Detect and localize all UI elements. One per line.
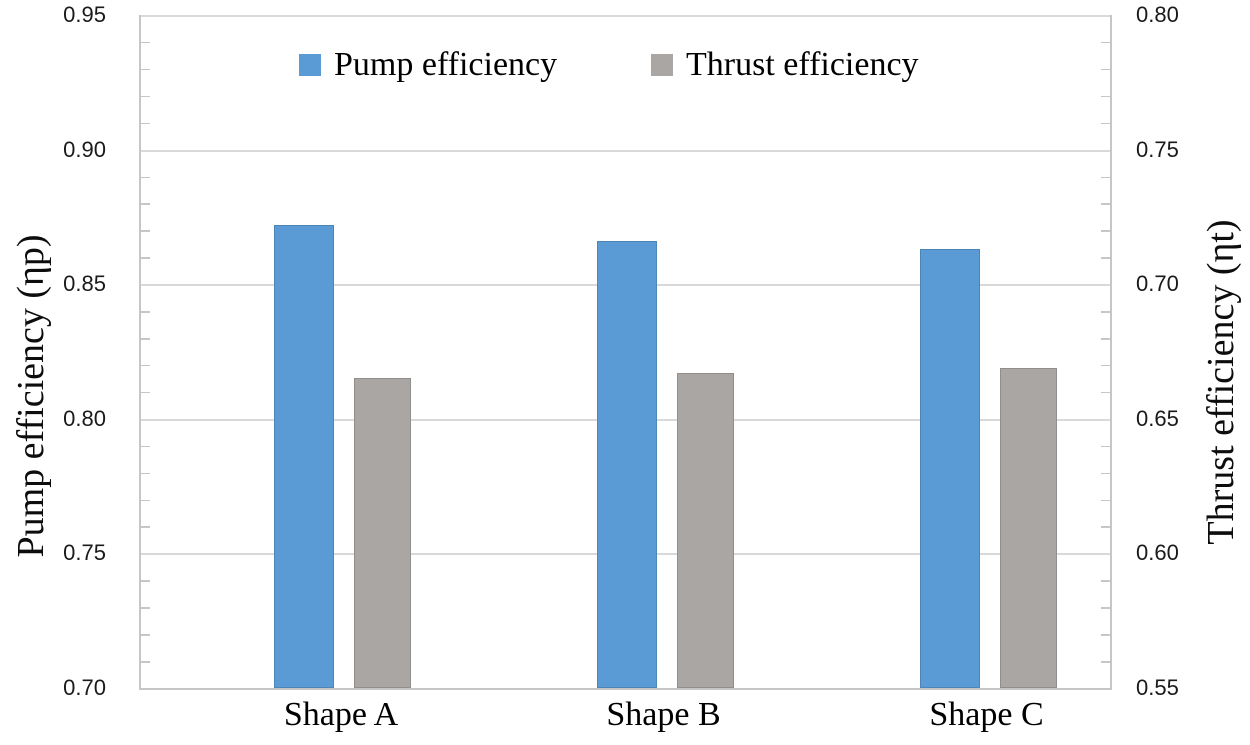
left-axis-minor-tick — [141, 661, 150, 663]
right-axis-minor-tick — [1101, 311, 1110, 313]
left-tick-0-75: 0.75 — [63, 540, 106, 566]
bar-thrust-efficiency-shape-a — [354, 378, 411, 688]
legend-item-pump-efficiency: Pump efficiency — [299, 48, 557, 82]
legend-label-pump: Pump efficiency — [334, 46, 558, 83]
gridline — [141, 149, 1110, 152]
right-axis-minor-tick — [1101, 499, 1110, 502]
right-axis-title: Thrust efficiency (ηt) — [1200, 219, 1242, 545]
right-tick-0-55: 0.55 — [1136, 675, 1179, 700]
left-axis-minor-tick — [141, 68, 150, 71]
left-axis-minor-tick — [141, 257, 150, 259]
left-axis-minor-tick — [141, 176, 150, 179]
left-axis-minor-tick — [141, 634, 150, 636]
right-axis-minor-tick — [1101, 257, 1110, 259]
right-axis-minor-tick — [1101, 526, 1110, 528]
left-axis-minor-tick — [141, 526, 150, 528]
bar-pump-efficiency-shape-b — [596, 241, 657, 688]
pump-efficiency-swatch — [299, 54, 321, 76]
right-axis-minor-tick — [1101, 68, 1110, 71]
bar-pump-efficiency-shape-a — [274, 225, 334, 688]
right-axis-minor-tick — [1101, 445, 1110, 448]
left-axis-minor-tick — [141, 95, 150, 98]
right-tick-0-65: 0.65 — [1136, 405, 1179, 431]
left-axis-minor-tick — [141, 391, 150, 394]
right-axis-minor-tick — [1101, 634, 1110, 636]
left-axis-minor-tick — [141, 472, 150, 475]
left-tick-0-80: 0.80 — [63, 405, 106, 431]
right-axis-minor-tick — [1101, 661, 1110, 663]
left-tick-0-95: 0.95 — [63, 2, 106, 27]
left-axis-minor-tick — [141, 311, 150, 313]
left-tick-0-90: 0.90 — [63, 136, 106, 162]
right-axis-minor-tick — [1101, 122, 1110, 125]
left-tick-0-85: 0.85 — [63, 271, 106, 297]
right-axis-minor-tick — [1101, 607, 1110, 609]
left-axis-minor-tick — [141, 499, 150, 502]
right-axis-minor-tick — [1101, 580, 1110, 582]
legend-label-thrust: Thrust efficiency — [686, 46, 919, 83]
left-axis-minor-tick — [141, 364, 150, 367]
right-axis-minor-tick — [1101, 41, 1110, 44]
bar-thrust-efficiency-shape-c — [999, 367, 1057, 688]
right-axis-minor-tick — [1101, 203, 1110, 205]
legend-item-thrust-efficiency: Thrust efficiency — [651, 48, 919, 82]
right-tick-0-80: 0.80 — [1136, 2, 1179, 27]
category-label-shape-a: Shape A — [283, 696, 399, 733]
right-tick-0-75: 0.75 — [1136, 136, 1179, 162]
gridline — [141, 15, 1110, 17]
thrust-efficiency-swatch — [651, 54, 673, 76]
right-axis-minor-tick — [1101, 364, 1110, 367]
right-axis-minor-tick — [1101, 338, 1110, 340]
bar-thrust-efficiency-shape-b — [676, 373, 734, 688]
left-axis-minor-tick — [141, 338, 150, 340]
plot-area — [139, 15, 1112, 690]
left-tick-0-70: 0.70 — [63, 675, 106, 700]
left-axis-minor-tick — [141, 230, 150, 232]
left-axis-minor-tick — [141, 580, 150, 582]
right-axis-minor-tick — [1101, 472, 1110, 475]
right-axis-minor-tick — [1101, 391, 1110, 394]
left-axis-minor-tick — [141, 122, 150, 125]
left-axis-minor-tick — [141, 607, 150, 609]
right-tick-0-60: 0.60 — [1136, 540, 1179, 566]
right-axis-minor-tick — [1101, 95, 1110, 98]
right-tick-0-70: 0.70 — [1136, 271, 1179, 297]
bar-pump-efficiency-shape-c — [919, 249, 980, 688]
right-axis-minor-tick — [1101, 176, 1110, 179]
left-axis-minor-tick — [141, 445, 150, 448]
category-label-shape-b: Shape B — [606, 696, 721, 733]
left-axis-minor-tick — [141, 41, 150, 44]
right-axis-minor-tick — [1101, 230, 1110, 232]
category-label-shape-c: Shape C — [929, 696, 1044, 733]
left-axis-minor-tick — [141, 203, 150, 205]
